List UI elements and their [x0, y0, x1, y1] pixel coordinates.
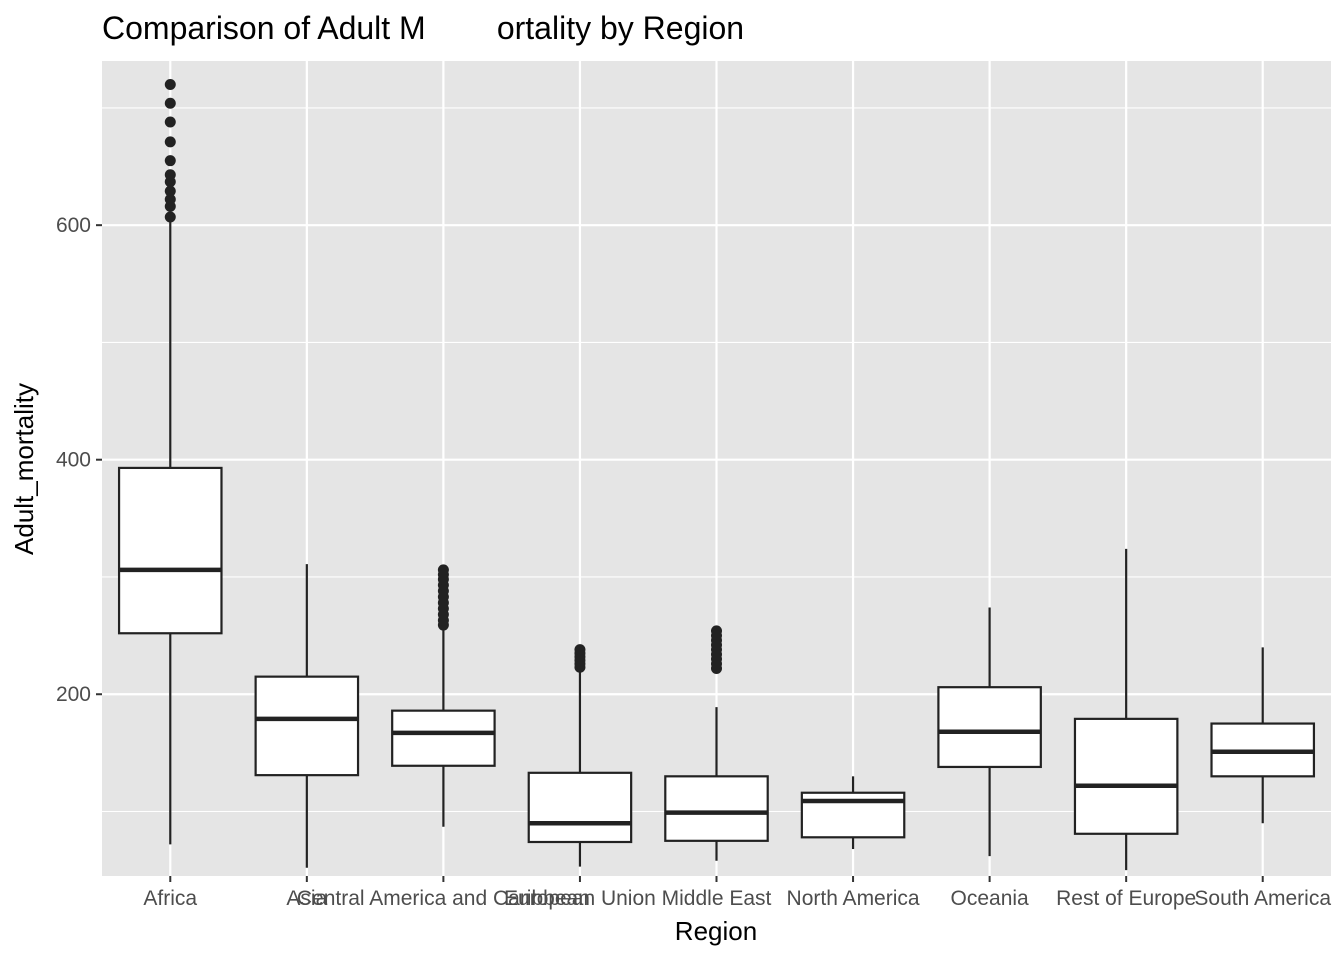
outlier-point [164, 211, 176, 223]
x-axis-title: Region [675, 916, 757, 946]
box-group [1073, 548, 1179, 871]
y-tick-label: 200 [56, 683, 91, 706]
box-iqr [664, 775, 769, 842]
y-tick-label: 400 [56, 449, 91, 472]
box-group [254, 564, 360, 868]
x-tick-label: Middle East [662, 887, 772, 910]
outlier-point [164, 193, 176, 205]
box-iqr [254, 675, 360, 777]
x-tick-label: Asia [286, 887, 327, 910]
box-iqr [117, 466, 223, 635]
outlier-point [164, 97, 176, 109]
outlier-point [164, 116, 176, 128]
outlier-point [437, 564, 449, 576]
boxes-layer [117, 78, 1316, 871]
box-group [800, 776, 906, 850]
outlier-point [164, 78, 176, 90]
x-tick-label: South America [1194, 887, 1331, 910]
outlier-point [164, 169, 176, 181]
box-iqr [527, 771, 633, 844]
box-iqr [391, 709, 496, 767]
x-tick-label: North America [787, 887, 920, 910]
x-tick-label: Africa [143, 887, 197, 910]
box-group [391, 564, 496, 827]
outlier-point [574, 644, 586, 656]
box-group [937, 607, 1042, 857]
box-group [527, 644, 633, 867]
x-tick-label: Oceania [951, 887, 1030, 910]
box-group [1210, 647, 1316, 824]
box-iqr [937, 686, 1042, 769]
x-tick-label: European Union [504, 887, 656, 910]
box-group [117, 78, 223, 845]
box-iqr [1073, 717, 1179, 835]
box-group [664, 625, 769, 861]
outlier-point [164, 185, 176, 197]
x-tick-label: Central America and Caribbean [297, 887, 590, 910]
outlier-point [164, 136, 176, 148]
outlier-point [164, 155, 176, 167]
x-tick-label: Rest of Europe [1056, 887, 1196, 910]
y-tick-label: 600 [56, 214, 91, 237]
y-axis-title: Adult_mortality [9, 383, 39, 555]
chart-title: Comparison of Adult M ortality by Region [102, 10, 744, 46]
outlier-point [711, 625, 722, 637]
